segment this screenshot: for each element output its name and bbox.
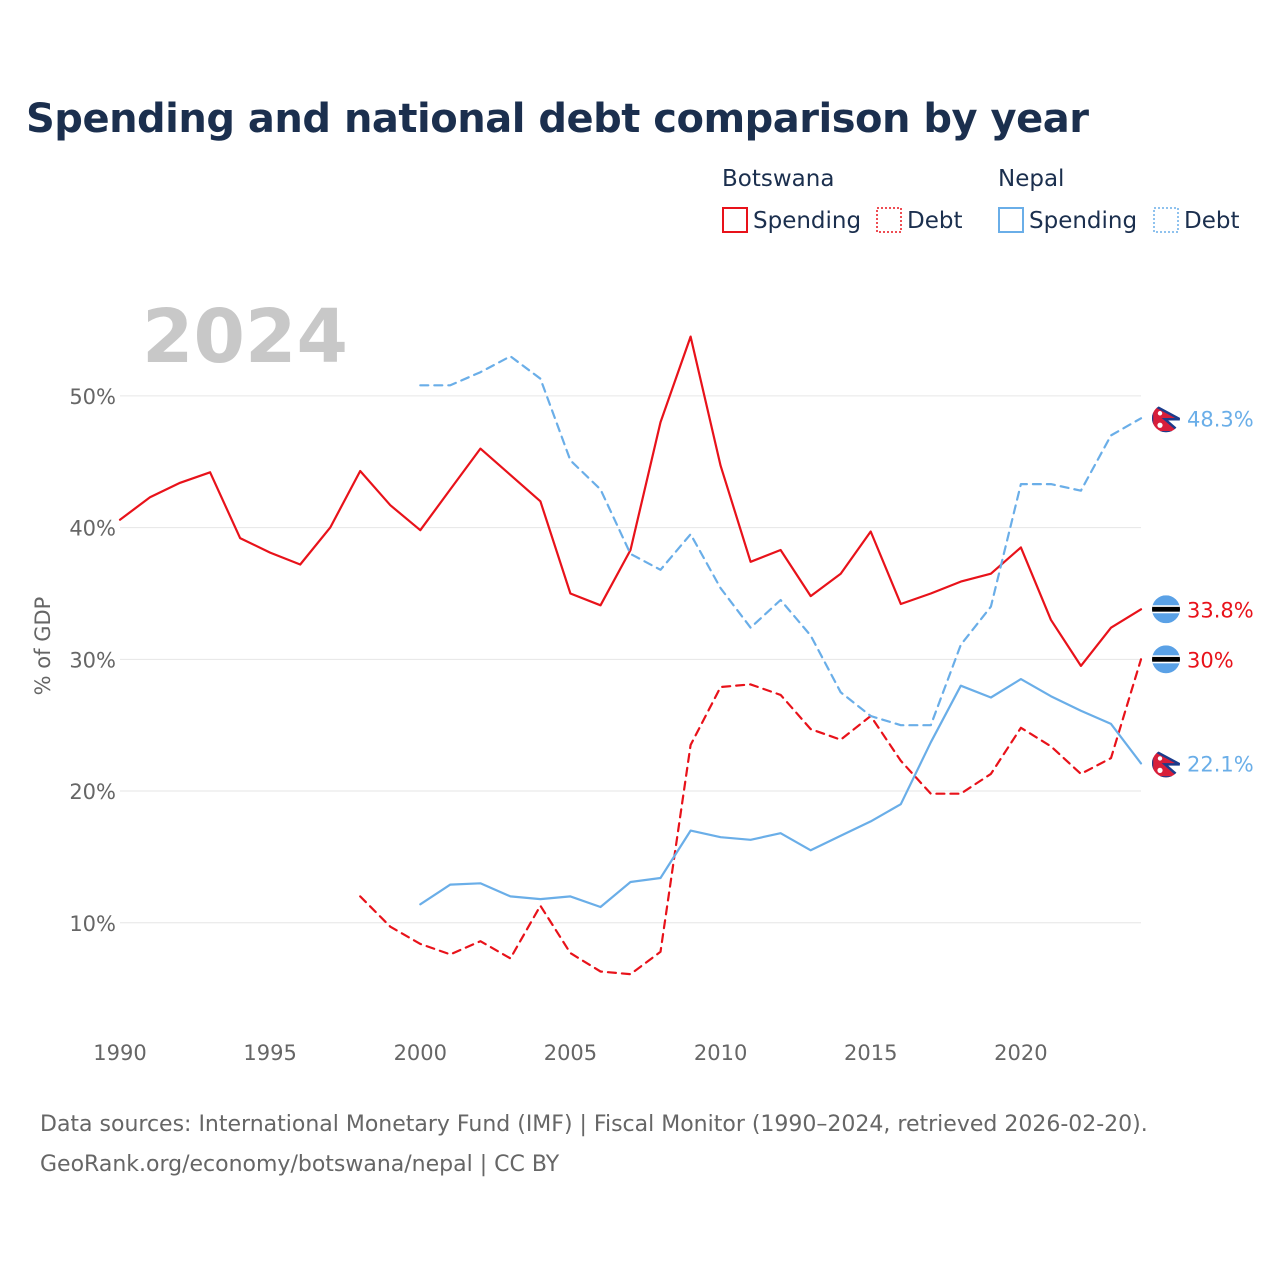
y-tick-label: 40%	[69, 517, 116, 541]
legend: Botswana Spending Debt Nepal Spending De…	[722, 166, 1239, 234]
nepal-flag-icon	[1152, 749, 1180, 778]
series-line-botswana-debt[interactable]	[359, 658, 1143, 976]
end-label-botswana-spending: 33.8%	[1187, 598, 1254, 622]
series-line-nepal-spending[interactable]	[419, 677, 1143, 909]
series-line-botswana-spending[interactable]	[118, 335, 1143, 668]
current-year-label: 2024	[142, 294, 348, 380]
legend-group-nepal: Nepal	[998, 166, 1064, 192]
x-tick-label: 1990	[93, 1041, 146, 1065]
y-tick-label: 10%	[69, 912, 116, 936]
gridlines	[120, 395, 1141, 924]
series-end-markers: 33.8% 30% 22.1% 48.3%	[1152, 404, 1254, 778]
y-tick-label: 50%	[69, 385, 116, 409]
y-tick-label: 30%	[69, 648, 116, 672]
legend-label-botswana-debt[interactable]: Debt	[907, 208, 962, 234]
y-axis-ticks: 10% 20% 30% 40% 50%	[69, 385, 116, 936]
chart-title: Spending and national debt comparison by…	[26, 96, 1089, 142]
legend-swatch-nepal-spending[interactable]	[998, 207, 1024, 233]
legend-label-nepal-spending[interactable]: Spending	[1029, 208, 1137, 234]
legend-group-botswana: Botswana	[722, 166, 834, 192]
source-line-1: Data sources: International Monetary Fun…	[40, 1112, 1148, 1137]
botswana-flag-icon	[1152, 595, 1180, 624]
legend-label-nepal-debt[interactable]: Debt	[1184, 208, 1239, 234]
legend-swatch-nepal-debt[interactable]	[1153, 207, 1179, 233]
legend-swatch-botswana-debt[interactable]	[876, 207, 902, 233]
x-tick-label: 2010	[694, 1041, 747, 1065]
x-tick-label: 2000	[394, 1041, 447, 1065]
end-label-botswana-debt: 30%	[1187, 648, 1234, 672]
botswana-flag-icon	[1152, 645, 1180, 674]
legend-label-botswana-spending[interactable]: Spending	[753, 208, 861, 234]
y-axis-label: % of GDP	[31, 597, 55, 696]
y-tick-label: 20%	[69, 780, 116, 804]
x-tick-label: 1995	[243, 1041, 296, 1065]
x-tick-label: 2005	[544, 1041, 597, 1065]
x-tick-label: 2015	[844, 1041, 897, 1065]
x-axis-ticks: 1990 1995 2000 2005 2010 2015 2020	[93, 1041, 1047, 1065]
end-label-nepal-spending: 22.1%	[1187, 752, 1254, 776]
source-line-2[interactable]: GeoRank.org/economy/botswana/nepal | CC …	[40, 1152, 560, 1177]
series-line-nepal-debt[interactable]	[419, 355, 1143, 727]
legend-swatch-botswana-spending[interactable]	[722, 207, 748, 233]
end-label-nepal-debt: 48.3%	[1187, 407, 1254, 431]
series-lines	[118, 335, 1143, 976]
x-tick-label: 2020	[994, 1041, 1047, 1065]
nepal-flag-icon	[1152, 404, 1180, 433]
